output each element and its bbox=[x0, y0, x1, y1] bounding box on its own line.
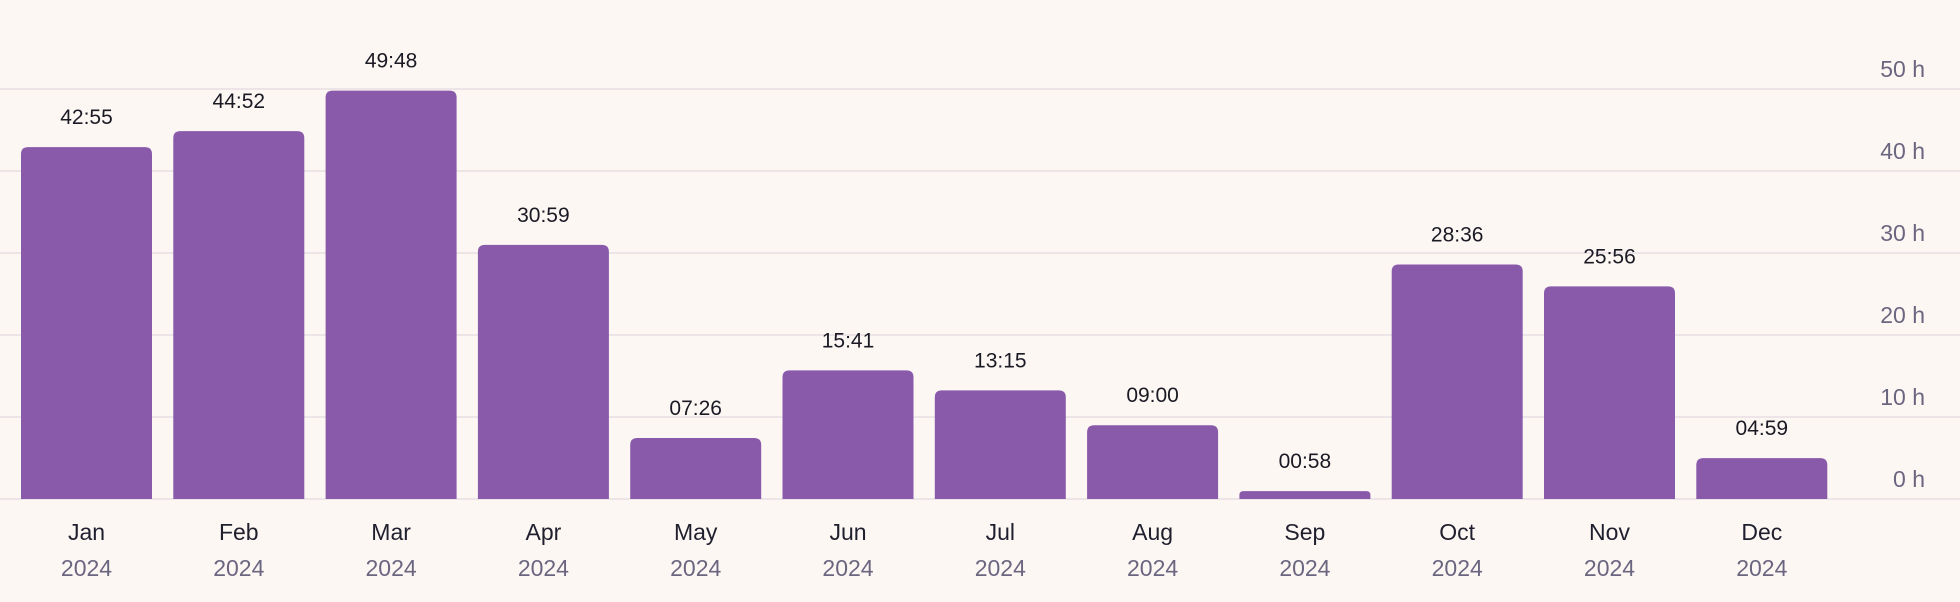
bar-may[interactable] bbox=[630, 438, 762, 499]
x-axis-labels: Jan 2024 Feb 2024 Mar 2024 Apr 2024 May 2024 Jun 20… bbox=[61, 519, 1788, 581]
bar-sep[interactable] bbox=[1239, 491, 1371, 499]
bars bbox=[21, 90, 1828, 499]
value-label: 15:41 bbox=[822, 329, 875, 352]
y-tick-label: 50 h bbox=[1880, 56, 1925, 82]
x-tick-label-month: Apr bbox=[526, 519, 562, 545]
value-label: 44:52 bbox=[213, 90, 266, 113]
value-label: 09:00 bbox=[1126, 384, 1179, 407]
x-tick-label-month: Jan bbox=[68, 519, 105, 545]
bar-nov[interactable] bbox=[1544, 286, 1675, 499]
x-tick-label-year: 2024 bbox=[1127, 555, 1178, 581]
x-tick-label-year: 2024 bbox=[670, 555, 721, 581]
y-tick-label: 10 h bbox=[1880, 384, 1925, 410]
value-labels: 42:55 44:52 49:48 30:59 07:26 15:41 13:15 09:00… bbox=[60, 50, 1788, 473]
value-label: 28:36 bbox=[1431, 223, 1484, 246]
bar-jan[interactable] bbox=[21, 147, 152, 499]
x-tick-label-year: 2024 bbox=[1736, 555, 1787, 581]
x-tick-label-month: Jun bbox=[829, 519, 866, 545]
y-tick-label: 30 h bbox=[1880, 220, 1925, 246]
bar-dec[interactable] bbox=[1696, 458, 1828, 499]
x-tick-label-month: Mar bbox=[371, 519, 411, 545]
value-label: 04:59 bbox=[1736, 417, 1789, 440]
bar-mar[interactable] bbox=[325, 90, 457, 499]
x-tick-label-month: Feb bbox=[219, 519, 259, 545]
y-tick-label: 20 h bbox=[1880, 302, 1925, 328]
x-tick-label-month: May bbox=[674, 519, 718, 545]
x-tick-label-month: Oct bbox=[1439, 519, 1475, 545]
bar-jul[interactable] bbox=[934, 390, 1066, 499]
x-tick-label-month: Jul bbox=[986, 519, 1015, 545]
x-tick-label-month: Dec bbox=[1741, 519, 1782, 545]
bar-aug[interactable] bbox=[1087, 425, 1219, 499]
y-axis-ticks: 0 h 10 h 20 h 30 h 40 h 50 h bbox=[1880, 56, 1925, 492]
x-tick-label-year: 2024 bbox=[518, 555, 569, 581]
value-label: 25:56 bbox=[1583, 245, 1636, 268]
value-label: 07:26 bbox=[669, 397, 722, 420]
value-label: 30:59 bbox=[517, 204, 570, 227]
bar-apr[interactable] bbox=[477, 244, 609, 499]
bar-oct[interactable] bbox=[1391, 264, 1523, 499]
bar-feb[interactable] bbox=[173, 131, 305, 499]
x-tick-label-year: 2024 bbox=[1279, 555, 1330, 581]
value-label: 49:48 bbox=[365, 50, 418, 73]
value-label: 42:55 bbox=[60, 106, 113, 129]
value-label: 13:15 bbox=[974, 349, 1027, 372]
x-tick-label-month: Aug bbox=[1132, 519, 1173, 545]
x-tick-label-month: Nov bbox=[1589, 519, 1630, 545]
value-label: 00:58 bbox=[1279, 450, 1332, 473]
x-tick-label-year: 2024 bbox=[366, 555, 417, 581]
x-tick-label-month: Sep bbox=[1284, 519, 1325, 545]
x-tick-label-year: 2024 bbox=[213, 555, 264, 581]
x-tick-label-year: 2024 bbox=[975, 555, 1026, 581]
x-tick-label-year: 2024 bbox=[822, 555, 873, 581]
x-tick-label-year: 2024 bbox=[61, 555, 112, 581]
y-tick-label: 40 h bbox=[1880, 138, 1925, 164]
x-tick-label-year: 2024 bbox=[1584, 555, 1635, 581]
y-tick-label: 0 h bbox=[1893, 466, 1925, 492]
x-tick-label-year: 2024 bbox=[1432, 555, 1483, 581]
bar-jun[interactable] bbox=[782, 370, 914, 499]
